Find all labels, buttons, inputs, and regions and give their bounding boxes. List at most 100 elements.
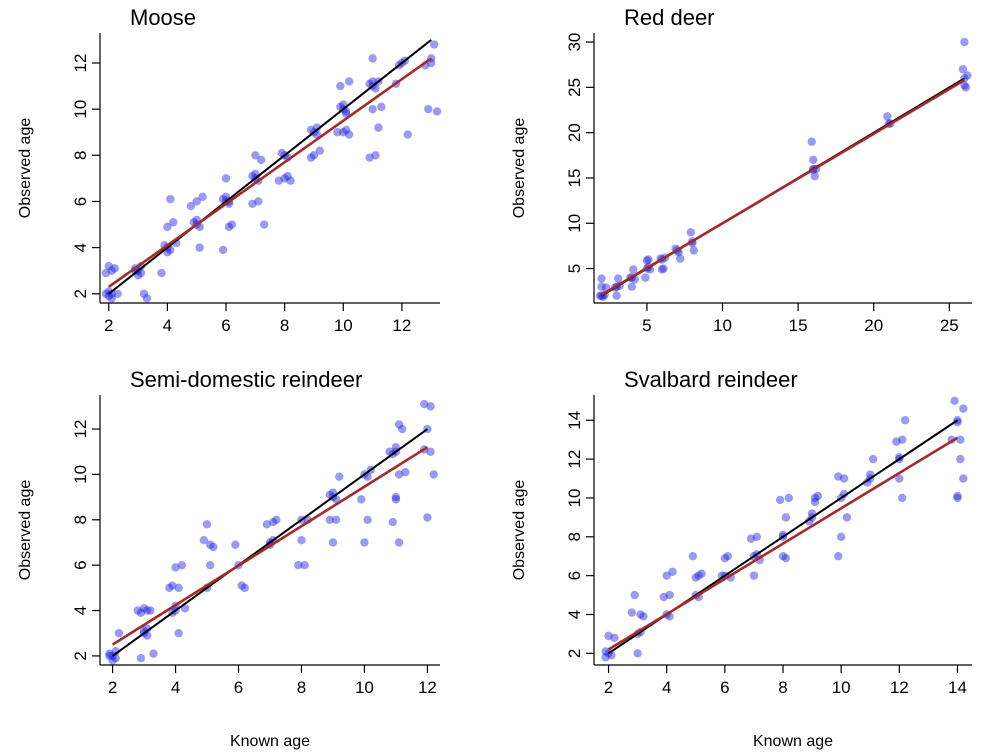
data-point	[280, 174, 289, 183]
data-point	[374, 123, 383, 132]
data-point	[630, 590, 639, 600]
data-point	[107, 266, 116, 275]
data-point	[368, 104, 377, 114]
data-point	[627, 608, 636, 617]
identity-line	[108, 39, 432, 295]
data-point	[613, 274, 623, 283]
data-point	[956, 435, 965, 444]
data-point	[775, 495, 785, 505]
data-point	[963, 71, 972, 80]
data-point	[174, 629, 183, 638]
data-point	[689, 246, 698, 255]
data-point	[357, 495, 366, 504]
data-point	[104, 287, 113, 296]
data-point	[227, 220, 237, 229]
data-point	[810, 493, 820, 503]
y-tick-label: 12	[71, 420, 90, 439]
x-tick-label: 25	[940, 316, 959, 335]
x-tick-label: 10	[334, 316, 353, 335]
y-axis-label: Observed age	[17, 480, 34, 581]
data-point	[659, 264, 668, 273]
data-point	[956, 454, 965, 464]
data-point	[165, 583, 174, 593]
x-tick-label: 6	[234, 678, 243, 697]
x-tick-label: 6	[720, 678, 729, 697]
y-tick-label: 2	[71, 289, 90, 298]
data-point	[778, 552, 788, 561]
panel-moose: 2 4 6 8 10 12 2 4 6 8 10 12 Moose Observed age	[17, 5, 442, 335]
data-point	[900, 416, 910, 425]
data-point	[177, 560, 187, 570]
data-point	[401, 467, 410, 477]
data-point	[104, 291, 113, 301]
data-point	[723, 552, 732, 561]
data-point	[169, 218, 178, 227]
data-point	[953, 493, 962, 503]
x-tick-label: 10	[832, 678, 851, 697]
data-point	[335, 472, 344, 481]
data-point	[139, 604, 149, 613]
data-point	[959, 404, 968, 413]
y-tick-label: 10	[71, 465, 90, 484]
data-point	[391, 492, 401, 502]
data-point	[601, 647, 610, 656]
data-point	[892, 437, 901, 446]
data-point	[365, 153, 374, 162]
data-point	[111, 647, 120, 656]
data-point	[171, 563, 180, 572]
data-point	[259, 220, 269, 229]
data-point	[953, 491, 962, 501]
data-point	[423, 513, 432, 522]
data-point	[174, 583, 183, 593]
data-point	[224, 222, 234, 232]
x-tick-label: 8	[280, 316, 289, 335]
data-point	[248, 199, 257, 208]
data-point	[604, 631, 613, 641]
x-tick-label: 8	[297, 678, 306, 697]
y-tick-label: 12	[71, 54, 90, 73]
data-point	[344, 77, 354, 86]
data-point	[426, 447, 435, 456]
y-tick-label: 4	[71, 243, 90, 252]
x-tick-label: 10	[713, 316, 732, 335]
x-tick-label: 15	[789, 316, 808, 335]
data-point	[101, 289, 111, 298]
data-point	[432, 107, 442, 116]
data-point	[198, 192, 207, 202]
y-axis-label: Observed age	[511, 118, 528, 219]
data-point	[746, 534, 756, 543]
y-tick-label: 12	[565, 450, 584, 469]
data-point	[108, 656, 117, 665]
data-point	[398, 424, 407, 434]
data-point	[429, 40, 439, 49]
panel-red-deer: 5 10 15 20 25 5 10 15 20 25 30 Red deer Observed age	[511, 5, 972, 335]
data-point	[895, 452, 904, 462]
data-point	[283, 171, 292, 181]
data-point	[720, 553, 730, 563]
data-point	[597, 282, 606, 291]
data-point	[953, 417, 962, 427]
y-tick-label: 20	[565, 123, 584, 142]
data-point	[675, 254, 685, 263]
data-point	[629, 265, 638, 274]
x-tick-label: 6	[221, 316, 230, 335]
data-point	[286, 176, 295, 185]
data-point	[394, 538, 404, 547]
data-point	[237, 581, 246, 590]
panel-svalbard-reindeer: 2 4 6 8 10 12 14 2 4 6 8 10 12 14 Svalbard reindeer Obs…	[511, 367, 972, 697]
data-point	[342, 125, 351, 135]
data-point	[202, 520, 212, 529]
data-point	[394, 420, 404, 429]
data-point	[898, 435, 907, 444]
data-point	[391, 495, 401, 504]
data-point	[143, 606, 152, 615]
data-point	[810, 171, 819, 181]
y-tick-label: 4	[565, 610, 584, 619]
data-point	[834, 552, 843, 561]
data-point	[895, 474, 904, 483]
data-point	[810, 497, 820, 507]
data-point	[403, 130, 412, 139]
fit-line	[607, 436, 959, 651]
y-tick-label: 10	[565, 214, 584, 233]
fit-line	[108, 57, 432, 288]
